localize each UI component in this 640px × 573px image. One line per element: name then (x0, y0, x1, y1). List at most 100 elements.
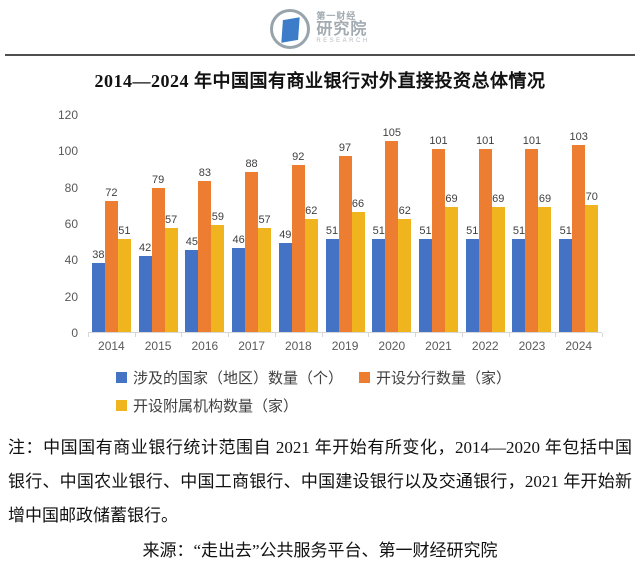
x-tick-label: 2021 (425, 339, 452, 353)
bar-value-label: 45 (185, 236, 198, 249)
page-title: 2014—2024 年中国国有商业银行对外直接投资总体情况 (94, 71, 546, 91)
bar-segment (432, 148, 445, 332)
y-tick-label: 0 (71, 326, 78, 340)
bar-segment (138, 255, 152, 332)
bar-value-label: 51 (466, 225, 479, 238)
axis-tick (321, 333, 323, 337)
bar-value-label: 83 (198, 167, 211, 180)
bar-value-label: 62 (398, 205, 411, 218)
bar-group-2022: 51 101 69 (462, 115, 509, 332)
y-tick-label: 100 (57, 144, 78, 159)
bar-value-label: 51 (372, 225, 385, 238)
y-tick-label: 120 (57, 108, 78, 122)
bar-segment (198, 181, 212, 332)
legend-marker-branches (359, 372, 371, 383)
bar-value-label: 69 (538, 192, 552, 205)
bar-value-label: 62 (305, 205, 318, 218)
header: 第一财经 研究院 RESEARCH (0, 0, 640, 52)
bar-segment (465, 239, 479, 332)
legend-marker-subsidiaries (116, 400, 127, 411)
axis-tick (134, 333, 136, 337)
bar-group-2020: 51 105 62 (368, 115, 415, 332)
header-divider (5, 54, 635, 56)
bar-segment (385, 141, 399, 332)
bar-segment (304, 219, 318, 332)
bar-value-label: 101 (429, 134, 448, 147)
bar-segment (258, 228, 272, 332)
bar-segment (338, 155, 352, 332)
bar-value-label: 51 (512, 225, 526, 238)
logo-brand-main: 研究院 (316, 20, 368, 38)
bar-value-label: 51 (419, 225, 432, 238)
bar-value-label: 72 (105, 187, 118, 200)
bar-value-label: 88 (245, 158, 258, 171)
logo-parallelogram-icon (281, 16, 300, 43)
bar-value-label: 70 (585, 190, 598, 203)
bar-segment (445, 206, 458, 332)
bar-value-label: 79 (151, 174, 165, 187)
bar-segment (185, 250, 199, 332)
bar-group-2021: 51 101 69 (415, 115, 462, 332)
logo-text: 第一财经 研究院 RESEARCH (316, 11, 370, 45)
bar-segment (291, 164, 305, 332)
bar-value-label: 105 (382, 127, 401, 140)
bar-segment (351, 212, 365, 332)
bar-segment (91, 262, 105, 332)
bar-segment (559, 239, 573, 332)
bar-group-2024: 51 103 70 (555, 115, 602, 332)
x-tick-label: 2024 (565, 339, 593, 353)
bar-value-label: 103 (569, 130, 588, 143)
y-tick-label: 80 (64, 180, 78, 195)
bar-value-label: 42 (138, 241, 152, 254)
bar-segment (398, 219, 412, 332)
bar-group-2017: 46 88 57 (228, 115, 275, 332)
bar-segment (151, 188, 165, 332)
bar-value-label: 46 (232, 234, 245, 247)
bar-segment (372, 239, 386, 332)
x-tick-label: 2023 (518, 339, 546, 353)
x-tick-label: 2014 (98, 339, 125, 353)
bar-group-2018: 49 92 62 (275, 115, 322, 332)
bar-segment (117, 239, 131, 332)
source-line: 来源：“走出去”公共服务平台、第一财经研究院 (142, 541, 498, 560)
legend-marker-countries (116, 372, 127, 383)
legend-item: 涉及的国家（地区）数量（个） (116, 367, 343, 388)
bar-segment (538, 206, 552, 332)
axis-tick (555, 333, 557, 337)
axis-tick (602, 333, 603, 337)
axis-tick (274, 333, 276, 337)
bar-value-label: 57 (164, 214, 178, 227)
bar-value-label: 51 (559, 225, 572, 238)
x-tick-label: 2019 (331, 339, 359, 353)
legend-label-branches: 开设分行数量（家） (376, 371, 512, 387)
plot-area: 38 72 51 42 79 57 45 83 59 46 88 57 49 92 62 51 97 66 51 10… (88, 115, 603, 337)
axis-tick (88, 333, 89, 337)
bar-segment (164, 228, 178, 332)
bar-value-label: 38 (92, 248, 105, 261)
axis-tick (508, 333, 510, 337)
bar-segment (525, 148, 539, 332)
bar-value-label: 51 (325, 225, 339, 238)
bar-value-label: 66 (351, 198, 365, 211)
bar-group-2019: 51 97 66 (322, 115, 369, 332)
y-tick-label: 60 (64, 217, 78, 231)
axis-tick (461, 333, 463, 337)
yicai-research-logo: 第一财经 研究院 RESEARCH (270, 8, 370, 49)
axis-tick (228, 333, 230, 337)
x-tick-label: 2015 (144, 339, 172, 353)
legend-label-subsidiaries: 开设附属机构数量（家） (133, 399, 299, 415)
legend-item: 开设附属机构数量（家） (116, 395, 298, 416)
bar-group-2015: 42 79 57 (135, 115, 182, 332)
logo-brand-sub: RESEARCH (316, 38, 370, 45)
y-tick-label: 40 (64, 253, 78, 268)
bar-segment (245, 172, 259, 332)
bar-value-label: 49 (279, 228, 292, 241)
bar-value-label: 69 (492, 192, 505, 205)
bar-value-label: 51 (118, 225, 131, 238)
bar-segment (211, 224, 225, 332)
legend-item: 开设分行数量（家） (359, 367, 511, 388)
x-tick-label: 2018 (284, 339, 312, 353)
bar-value-label: 101 (522, 134, 542, 147)
bar-value-label: 101 (476, 134, 495, 147)
bar-value-label: 69 (445, 192, 458, 205)
